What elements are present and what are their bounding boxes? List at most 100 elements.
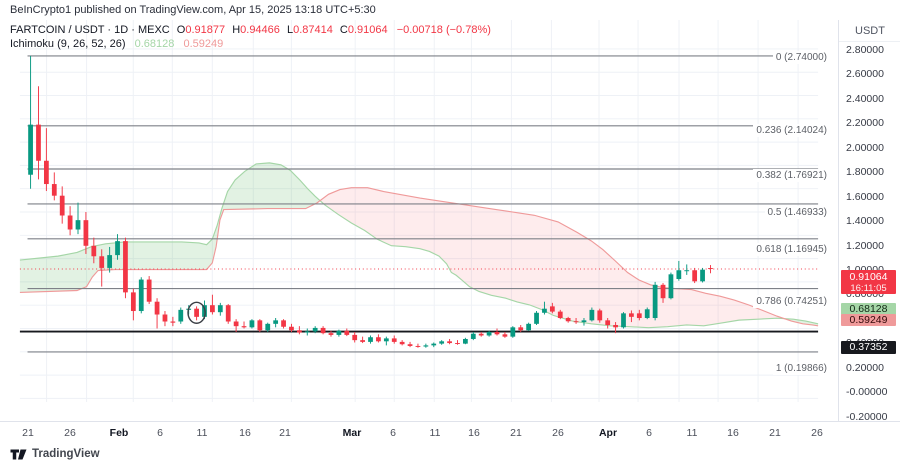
candle-body [708, 268, 713, 270]
candle-body [91, 245, 97, 257]
candle-body [257, 320, 263, 331]
time-axis[interactable]: 21 26 Feb 6 11 16 21 Mar 6 11 16 21 26 Apr 6 11 16 21 26 [0, 421, 900, 444]
time-axis-label: 11 [686, 427, 698, 439]
candle-body [170, 321, 176, 323]
price-axis[interactable]: USDT 2.80000 2.60000 2.40000 2.20000 2.00000… [838, 20, 900, 423]
time-axis-label: 26 [552, 427, 564, 439]
fib-level-label: 0.382 (1.76921) [753, 169, 830, 183]
candle-body [431, 343, 437, 346]
candle-body [241, 326, 247, 328]
candle-body [249, 320, 255, 328]
candle-body [455, 343, 460, 345]
candle-body [296, 330, 302, 333]
candle-body [210, 305, 215, 313]
candle-body [36, 124, 41, 161]
candle-body [265, 323, 271, 331]
time-axis-label: 21 [510, 427, 522, 439]
price-axis-label: -0.20000 [846, 410, 888, 423]
tradingview-footer[interactable]: TradingView [10, 445, 100, 463]
axis-currency-label: USDT [839, 25, 900, 42]
time-axis-label: 6 [157, 427, 163, 439]
low-label: L [286, 24, 294, 36]
candle-body [549, 306, 555, 312]
candle-body [668, 274, 674, 299]
candle-body [581, 320, 587, 323]
candle-body [320, 327, 326, 334]
lead1-axis-box: 0.68128 [841, 303, 896, 316]
ichimoku-lines [19, 162, 819, 329]
candle-body [51, 184, 57, 196]
price-axis-label: 0.20000 [846, 361, 884, 374]
candle-body [605, 320, 611, 325]
time-axis-label: 11 [196, 427, 208, 439]
black-line-axis-box: 0.37352 [841, 340, 896, 354]
candle-body [518, 327, 524, 331]
candle-body [486, 331, 492, 336]
price-chart[interactable] [0, 20, 838, 421]
time-axis-month-label: Mar [342, 427, 362, 439]
time-axis-label: 6 [390, 427, 396, 439]
candles [28, 55, 713, 348]
chart-legend: FARTCOIN / USDT · 1D · MEXC O0.91877 H0.… [10, 24, 491, 51]
candle-body [439, 341, 445, 344]
fib-level-label: 1 (0.19866) [772, 361, 830, 375]
candle-body [407, 344, 413, 346]
high-value: 0.94466 [240, 24, 280, 36]
candle-body [217, 305, 223, 313]
candle-body [700, 269, 705, 282]
candle-body [59, 195, 65, 216]
candle-body [692, 270, 698, 282]
candle-body [146, 279, 152, 302]
candle-body [138, 279, 144, 312]
chart-area[interactable]: FARTCOIN / USDT · 1D · MEXC O0.91877 H0.… [0, 20, 838, 421]
circle-annotation[interactable] [187, 301, 206, 324]
legend-indicator-row[interactable]: Ichimoku (9, 26, 52, 26) 0.68128 0.59249 [10, 38, 491, 51]
candle-body [383, 338, 389, 342]
candle-body [447, 341, 452, 344]
candle-body [399, 341, 405, 345]
candle-body [162, 314, 168, 322]
candle-body [557, 311, 563, 319]
candle-body [613, 324, 618, 328]
attribution-text: BeInCrypto1 published on TradingView.com… [10, 4, 376, 16]
open-label: O [176, 24, 186, 36]
time-axis-label: 16 [727, 427, 739, 439]
price-axis-label: 1.20000 [846, 239, 884, 252]
candle-body [344, 330, 350, 335]
price-axis-label: 1.80000 [846, 166, 884, 179]
fib-level-label: 0.618 (1.16945) [753, 242, 830, 256]
time-axis-label: 26 [811, 427, 823, 439]
legend-symbol-row[interactable]: FARTCOIN / USDT · 1D · MEXC O0.91877 H0.… [10, 24, 491, 37]
candle-body [676, 270, 682, 279]
symbol-title: FARTCOIN / USDT · 1D · MEXC [10, 24, 170, 36]
candle-body [597, 310, 603, 321]
price-axis-label: 2.00000 [846, 141, 884, 154]
candle-body [67, 215, 73, 230]
low-value: 0.87414 [293, 24, 333, 36]
lead2-axis-box: 0.59249 [841, 314, 896, 327]
candle-body [75, 220, 81, 230]
indicator-lead1-value: 0.68128 [134, 38, 175, 50]
fib-retracement-lines [27, 55, 819, 353]
close-value: 0.91064 [347, 24, 388, 36]
candle-body [178, 309, 184, 322]
tradingview-logo-icon [10, 449, 27, 459]
candle-body [304, 331, 310, 333]
candle-body [83, 220, 89, 246]
candle-body [154, 301, 160, 315]
fib-level-label: 0.5 (1.46933) [764, 206, 830, 220]
candle-body [225, 305, 231, 322]
price-axis-label: 2.60000 [846, 68, 884, 81]
indicator-name: Ichimoku (9, 26, 52, 26) [10, 38, 126, 50]
candle-body [470, 333, 476, 339]
candle-body [415, 345, 421, 347]
price-axis-label: -0.00000 [846, 386, 888, 399]
candle-body [684, 270, 690, 272]
candle-body [99, 256, 105, 268]
candle-body [621, 313, 626, 328]
time-axis-label: 11 [429, 427, 441, 439]
candle-body [463, 338, 468, 344]
candle-body [652, 284, 658, 319]
tradingview-brand-text: TradingView [32, 448, 100, 460]
high-label: H [232, 24, 241, 36]
